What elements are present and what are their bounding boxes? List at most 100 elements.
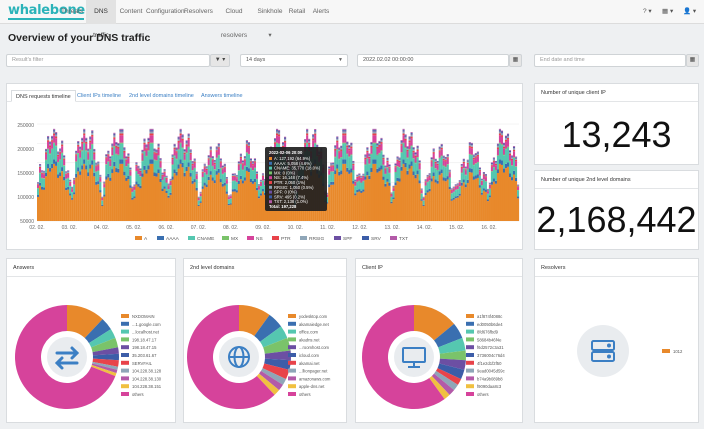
legend-label[interactable]: NS bbox=[256, 236, 263, 242]
legend-label[interactable]: others bbox=[132, 392, 144, 397]
donut-slice[interactable] bbox=[254, 314, 282, 342]
donut-slice[interactable] bbox=[434, 323, 463, 348]
donut-slice[interactable] bbox=[439, 358, 466, 370]
tab-dns-requests-timeline[interactable]: DNS requests timeline bbox=[11, 90, 76, 102]
nav-resolvers[interactable]: Resolvers bbox=[184, 8, 213, 15]
legend-label[interactable]: ...roomhost.com bbox=[299, 345, 330, 350]
legend-label[interactable]: 104.228.38.130 bbox=[132, 376, 162, 381]
donut-slice[interactable] bbox=[429, 375, 450, 400]
donut-slice[interactable] bbox=[439, 350, 466, 361]
user-menu-icon[interactable]: 👤 ▾ bbox=[683, 8, 697, 15]
donut-slice[interactable] bbox=[260, 368, 287, 385]
donut-slice[interactable] bbox=[92, 358, 119, 367]
donut-slice[interactable] bbox=[262, 363, 290, 380]
donut-slice[interactable] bbox=[264, 358, 291, 370]
legend-label[interactable]: 58684b46f4e bbox=[477, 337, 502, 342]
legend-label[interactable]: 8fd676fbd9 bbox=[477, 330, 499, 335]
whalebone-logo[interactable]: whalebone bbox=[8, 3, 85, 18]
tab-answers-timeline[interactable]: Answers timeline bbox=[201, 93, 243, 99]
donut-slice[interactable] bbox=[260, 326, 288, 348]
donut-slice[interactable] bbox=[91, 365, 117, 377]
nav-dns-traffic[interactable]: DNS traffic bbox=[86, 0, 116, 39]
donut-slice[interactable] bbox=[84, 319, 111, 344]
nav-sinkhole[interactable]: Sinkhole ▾ bbox=[257, 8, 283, 39]
legend-label[interactable]: 35.203.61.67 bbox=[132, 353, 157, 358]
legend-label[interactable]: apple-dns.net bbox=[299, 384, 325, 389]
legend-label[interactable]: ...1.google.com bbox=[132, 322, 161, 327]
legend-label[interactable]: PTR bbox=[281, 236, 291, 242]
donut-slice[interactable] bbox=[362, 305, 445, 409]
legend-label[interactable]: SRV bbox=[371, 236, 382, 242]
help-menu-icon[interactable]: ? ▾ bbox=[643, 8, 652, 15]
legend-label[interactable]: RRSIG bbox=[309, 236, 324, 242]
donut-slice[interactable] bbox=[414, 305, 455, 341]
legend-label[interactable]: icloud.com bbox=[299, 353, 320, 358]
donut-slice[interactable] bbox=[187, 305, 275, 409]
donut-slice[interactable] bbox=[15, 305, 116, 409]
legend-label[interactable]: amazonaws.com bbox=[299, 376, 331, 381]
donut-slice[interactable] bbox=[92, 353, 120, 361]
legend-label[interactable]: ...llionpager.net bbox=[299, 369, 328, 374]
legend-label[interactable]: akamaiedge.net bbox=[299, 322, 330, 327]
nav-retail[interactable]: Retail bbox=[288, 8, 306, 15]
legend-label[interactable]: 1012 bbox=[673, 349, 683, 354]
legend-label[interactable]: 4f1e2d1f2f50 bbox=[477, 361, 502, 366]
legend-label[interactable]: ed0050b6de4 bbox=[477, 322, 503, 327]
legend-label[interactable]: AAAA bbox=[166, 236, 180, 242]
legend-label[interactable]: TXT bbox=[399, 236, 408, 242]
donut-slice[interactable] bbox=[92, 361, 119, 370]
nav-threats[interactable]: Threats bbox=[60, 8, 84, 15]
legend-label[interactable]: others bbox=[477, 392, 489, 397]
donut-slice[interactable] bbox=[437, 363, 465, 380]
legend-label[interactable]: 9ead0045d59c bbox=[477, 369, 505, 374]
donut-slice[interactable] bbox=[431, 373, 455, 395]
nav-cloud-resolvers[interactable]: Cloud resolvers bbox=[220, 8, 248, 39]
legend-label[interactable]: 104.228.38.151 bbox=[132, 384, 162, 389]
legend-label[interactable]: CNAME bbox=[197, 236, 214, 242]
filter-dropdown-button[interactable]: ▼ ▾ bbox=[210, 54, 230, 67]
legend-label[interactable]: b74a9b089b8 bbox=[477, 376, 503, 381]
donut-slice[interactable] bbox=[259, 370, 283, 391]
legend-label[interactable]: yodesktop.com bbox=[299, 314, 328, 319]
calendar-icon[interactable]: ▦ bbox=[509, 54, 522, 67]
legend-label[interactable]: 198.18.47.17 bbox=[132, 337, 157, 342]
nav-alerts[interactable]: Alerts bbox=[312, 8, 330, 15]
start-date-input[interactable]: 2022.02.02 00:00:00 bbox=[357, 54, 509, 67]
donut-slice[interactable] bbox=[239, 305, 270, 336]
donut-slice[interactable] bbox=[88, 329, 116, 348]
end-date-input[interactable]: End date and time bbox=[534, 54, 686, 67]
legend-label[interactable]: NXDOMAIN bbox=[132, 314, 155, 319]
legend-label[interactable]: ...localhost.net bbox=[132, 330, 160, 335]
legend-label[interactable]: 198.18.47.15 bbox=[132, 345, 157, 350]
nav-configuration[interactable]: Configuration bbox=[146, 8, 185, 15]
legend-label[interactable]: 104.228.38.128 bbox=[132, 369, 162, 374]
legend-label[interactable]: a1f874f4088c bbox=[477, 314, 502, 319]
legend-label[interactable]: f6d2572c3a31 bbox=[477, 345, 504, 350]
grid-menu-icon[interactable]: ▦ ▾ bbox=[662, 8, 674, 15]
legend-label[interactable]: akadns.net bbox=[299, 337, 320, 342]
donut-slice[interactable] bbox=[92, 347, 119, 356]
donut-slice[interactable] bbox=[438, 337, 466, 354]
legend-label[interactable]: akamai.net bbox=[299, 361, 320, 366]
legend-label[interactable]: f9090daa8c3 bbox=[477, 384, 502, 389]
legend-label[interactable]: MX bbox=[231, 236, 239, 242]
legend-label[interactable]: others bbox=[299, 392, 311, 397]
results-filter-input[interactable]: Result's filter bbox=[6, 54, 210, 67]
donut-slice[interactable] bbox=[434, 370, 458, 391]
donut-slice[interactable] bbox=[91, 337, 119, 353]
nav-content[interactable]: Content bbox=[119, 8, 143, 15]
calendar-icon[interactable]: ▦ bbox=[686, 54, 699, 67]
tab-2nd-level-domains-timeline[interactable]: 2nd level domains timeline bbox=[129, 93, 194, 99]
legend-label[interactable]: SERVFAIL bbox=[132, 361, 153, 366]
donut-slice[interactable] bbox=[256, 373, 280, 395]
donut-slice[interactable] bbox=[264, 350, 291, 361]
legend-label[interactable]: SPF bbox=[343, 236, 352, 242]
period-select[interactable]: 14 days ▼ bbox=[240, 54, 348, 67]
tab-client-ips-timeline[interactable]: Client IPs timeline bbox=[77, 93, 122, 99]
donut-slice[interactable] bbox=[67, 305, 103, 339]
donut-slice[interactable] bbox=[263, 337, 291, 354]
donut-slice[interactable] bbox=[91, 363, 118, 374]
legend-label[interactable]: office.com bbox=[299, 330, 319, 335]
legend-label[interactable]: A bbox=[144, 236, 148, 242]
legend-label[interactable]: 3736004c76d4 bbox=[477, 353, 505, 358]
